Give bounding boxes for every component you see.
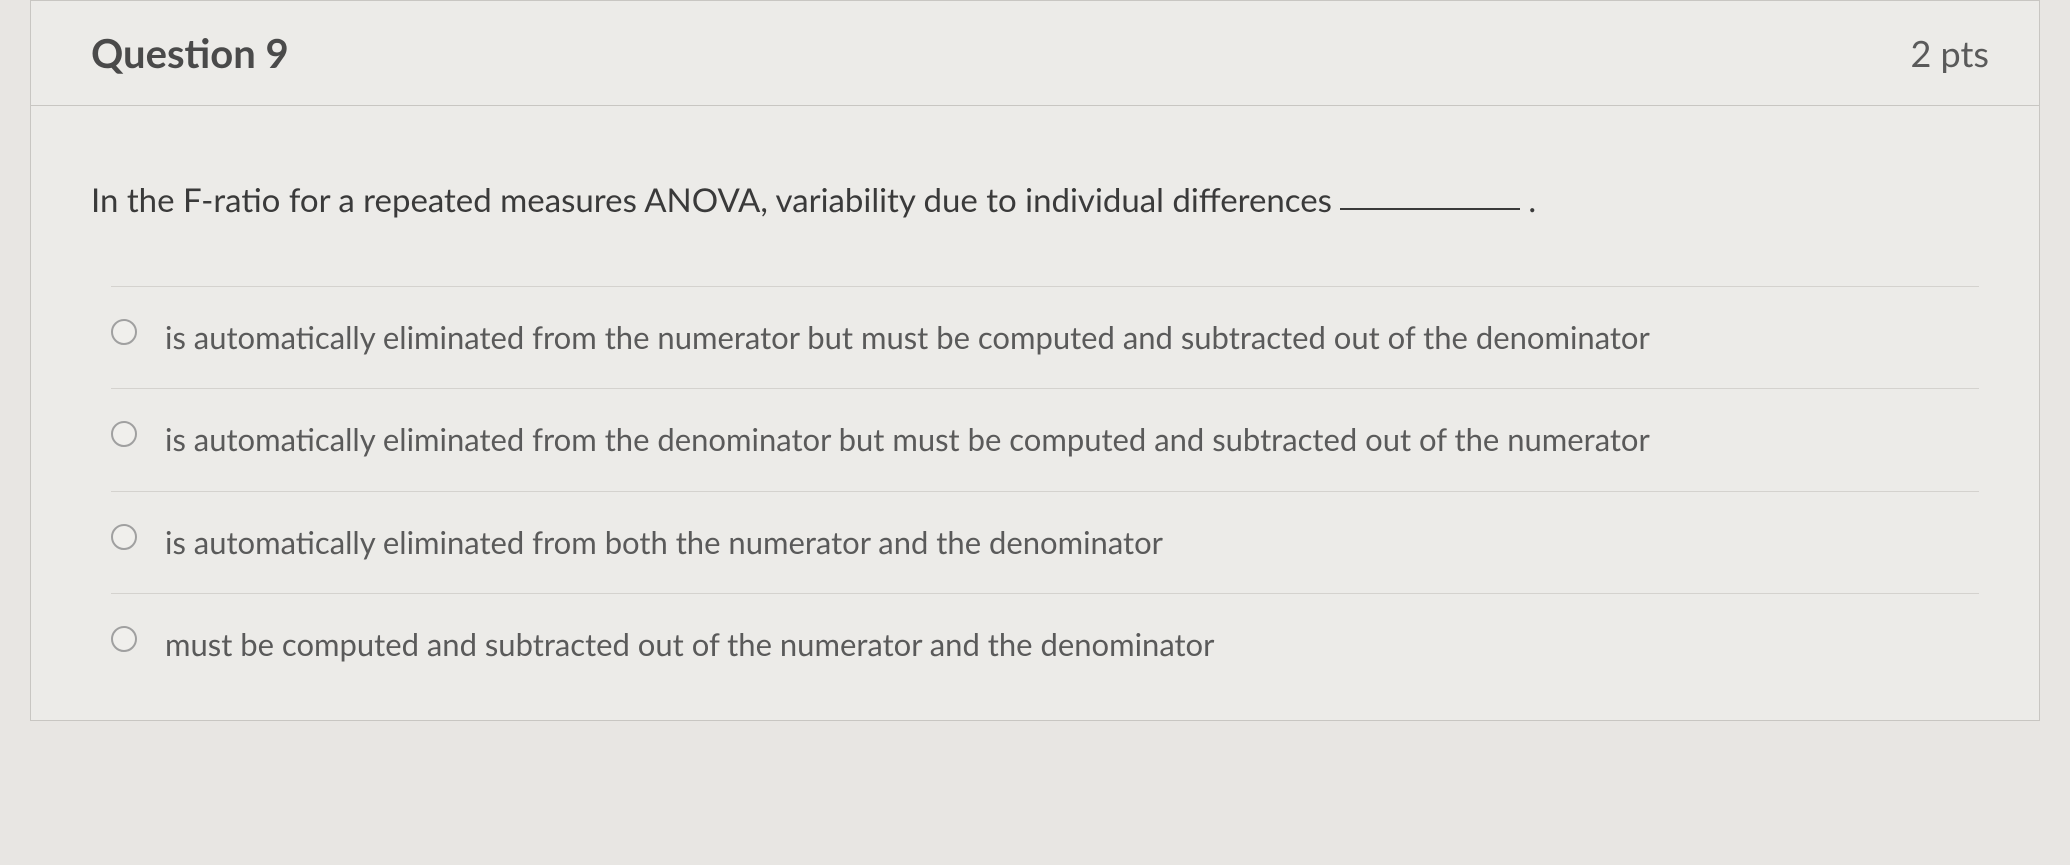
question-points: 2 pts — [1910, 31, 1989, 75]
question-body: In the F-ratio for a repeated measures A… — [31, 106, 2039, 720]
fill-blank — [1340, 208, 1520, 210]
option-radio-1[interactable] — [111, 319, 137, 345]
option-row[interactable]: is automatically eliminated from the den… — [111, 388, 1979, 491]
options-list: is automatically eliminated from the num… — [91, 286, 1979, 680]
option-text-4: must be computed and subtracted out of t… — [165, 620, 1214, 670]
option-text-1: is automatically eliminated from the num… — [165, 313, 1650, 363]
option-row[interactable]: is automatically eliminated from both th… — [111, 491, 1979, 594]
question-header: Question 9 2 pts — [31, 1, 2039, 106]
option-radio-2[interactable] — [111, 421, 137, 447]
question-title: Question 9 — [91, 29, 289, 77]
question-card: Question 9 2 pts In the F-ratio for a re… — [30, 0, 2040, 721]
question-text: In the F-ratio for a repeated measures A… — [91, 176, 1979, 226]
option-text-3: is automatically eliminated from both th… — [165, 518, 1163, 568]
option-row[interactable]: must be computed and subtracted out of t… — [111, 593, 1979, 680]
option-text-2: is automatically eliminated from the den… — [165, 415, 1650, 465]
option-radio-4[interactable] — [111, 626, 137, 652]
option-radio-3[interactable] — [111, 524, 137, 550]
question-period: . — [1520, 180, 1536, 220]
question-stem: In the F-ratio for a repeated measures A… — [91, 180, 1332, 220]
option-row[interactable]: is automatically eliminated from the num… — [111, 286, 1979, 389]
